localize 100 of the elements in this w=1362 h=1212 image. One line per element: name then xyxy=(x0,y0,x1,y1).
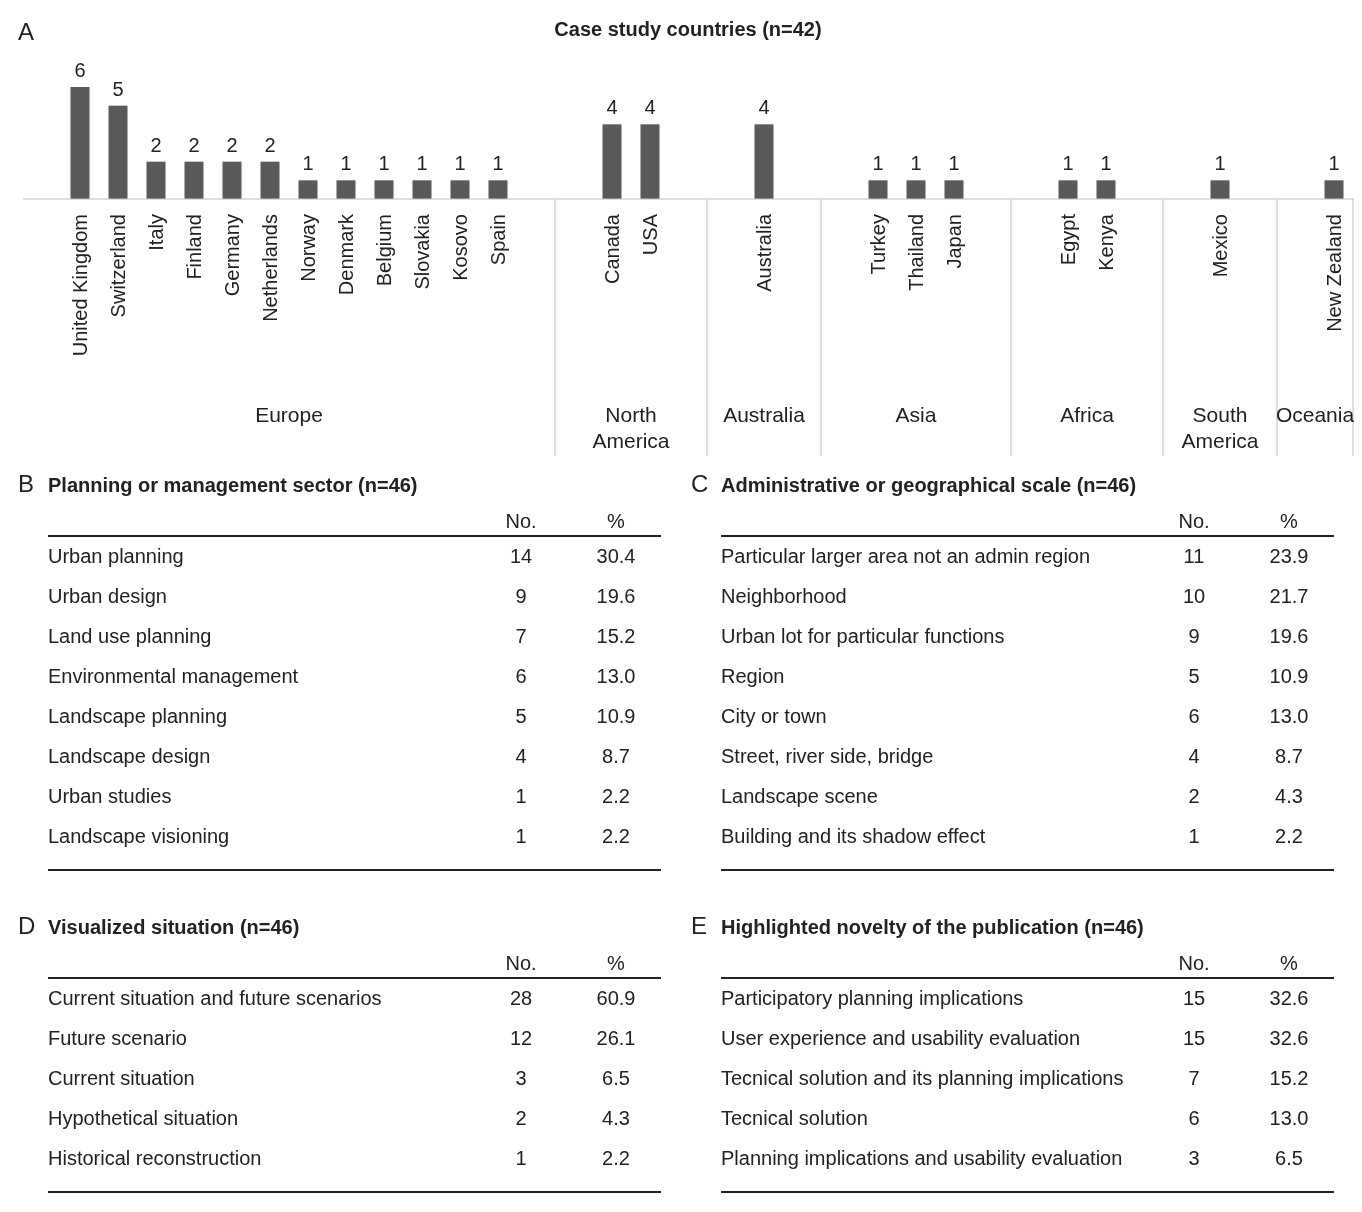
data-label: 5 xyxy=(112,77,124,100)
text: Asia xyxy=(895,403,937,426)
data-label: 12 xyxy=(509,1027,533,1049)
category-label: Landscape visioning xyxy=(48,825,230,847)
data-label: 2 xyxy=(188,133,200,156)
data-label: 6 xyxy=(74,59,86,81)
data-label: 1 xyxy=(1214,152,1226,175)
data-label: 1 xyxy=(340,152,352,175)
bar xyxy=(70,87,90,199)
bar xyxy=(602,124,622,199)
text: A xyxy=(18,18,35,45)
data-label: 10 xyxy=(1182,585,1206,607)
x-tick-label: Denmark xyxy=(335,213,357,296)
x-tick-label: Italy xyxy=(145,214,167,251)
data-label: 2 xyxy=(150,133,162,156)
category-label: Participatory planning implications xyxy=(721,987,1024,1009)
data-label: 2.2 xyxy=(602,825,630,847)
data-label: 15.2 xyxy=(596,625,636,647)
data-label: 14 xyxy=(509,545,533,567)
data-label: 5 xyxy=(1188,665,1200,687)
x-tick-label: Belgium xyxy=(373,214,395,287)
data-label: 2.2 xyxy=(1275,825,1303,847)
data-label: 15.2 xyxy=(1269,1067,1309,1089)
x-tick-label: Kosovo xyxy=(449,214,471,281)
text: North America xyxy=(592,403,670,452)
data-label: 1 xyxy=(515,785,527,807)
data-label: 26.1 xyxy=(596,1027,636,1049)
x-tick-label: Kenya xyxy=(1095,213,1117,271)
x-tick-label: Egypt xyxy=(1057,213,1079,266)
category-label: Hypothetical situation xyxy=(48,1107,239,1129)
bar xyxy=(1096,180,1116,199)
data-label: 2.2 xyxy=(602,785,630,807)
text: Administrative or geographical scale (n=46) xyxy=(721,474,1137,496)
bar xyxy=(108,105,128,199)
x-tick-label: United Kingdom xyxy=(69,214,91,357)
data-label: 10.9 xyxy=(1269,665,1309,687)
text: % xyxy=(607,510,626,532)
data-label: 2 xyxy=(226,133,238,156)
category-label: Landscape planning xyxy=(48,705,228,727)
chart-title: Case study countries (n=42) xyxy=(554,18,822,40)
data-label: 1 xyxy=(515,1147,527,1169)
bar xyxy=(488,180,508,199)
text: Australia xyxy=(723,403,806,426)
x-tick-label: Australia xyxy=(753,213,775,292)
data-label: 1 xyxy=(515,825,527,847)
data-label: 2 xyxy=(264,133,276,156)
data-label: 19.6 xyxy=(596,585,636,607)
data-label: 1 xyxy=(1062,152,1074,175)
bar xyxy=(336,180,356,199)
bar xyxy=(412,180,432,199)
data-label: 4.3 xyxy=(602,1107,630,1129)
category-label: Urban studies xyxy=(48,785,172,807)
bar xyxy=(222,161,242,199)
data-label: 2 xyxy=(1188,785,1200,807)
text: % xyxy=(607,952,626,974)
category-label: Current situation xyxy=(48,1067,195,1089)
data-label: 1 xyxy=(492,152,504,175)
data-label: 32.6 xyxy=(1269,1027,1309,1049)
category-label: Current situation and future scenarios xyxy=(48,987,382,1009)
bar xyxy=(374,180,394,199)
category-label: Building and its shadow effect xyxy=(721,825,986,847)
text: No. xyxy=(1178,952,1210,974)
data-label: 13.0 xyxy=(1269,705,1309,727)
data-label: 9 xyxy=(515,585,527,607)
data-label: 4 xyxy=(1188,745,1200,767)
bar xyxy=(1324,180,1344,199)
text: % xyxy=(1280,510,1299,532)
text: No. xyxy=(1178,510,1210,532)
text: C xyxy=(691,470,709,497)
text: Planning or management sector (n=46) xyxy=(48,474,418,496)
data-label: 6.5 xyxy=(602,1067,630,1089)
data-label: 23.9 xyxy=(1269,545,1309,567)
category-label: Tecnical solution and its planning implications xyxy=(721,1067,1124,1089)
data-label: 1 xyxy=(454,152,466,175)
data-label: 11 xyxy=(1183,545,1205,567)
text: D xyxy=(18,912,36,939)
text: Visualized situation (n=46) xyxy=(48,916,300,938)
data-label: 7 xyxy=(1188,1067,1200,1089)
data-label: 9 xyxy=(1188,625,1200,647)
text: E xyxy=(691,912,708,939)
data-label: 1 xyxy=(1100,152,1112,175)
category-label: Urban design xyxy=(48,585,167,607)
data-label: 1 xyxy=(1328,152,1340,175)
data-label: 5 xyxy=(515,705,527,727)
data-label: 13.0 xyxy=(596,665,636,687)
data-label: 6 xyxy=(1188,1107,1200,1129)
category-label: Historical reconstruction xyxy=(48,1147,262,1169)
data-label: 4.3 xyxy=(1275,785,1303,807)
data-label: 6.5 xyxy=(1275,1147,1303,1169)
data-label: 3 xyxy=(1188,1147,1200,1169)
bar xyxy=(1058,180,1078,199)
category-label: City or town xyxy=(721,705,827,727)
bar xyxy=(184,161,204,199)
category-label: Street, river side, bridge xyxy=(721,745,934,767)
data-label: 32.6 xyxy=(1269,987,1309,1009)
x-tick-label: Canada xyxy=(601,213,623,285)
x-tick-label: New Zealand xyxy=(1323,214,1345,332)
x-tick-label: Mexico xyxy=(1209,214,1231,278)
bar xyxy=(450,180,470,199)
data-label: 60.9 xyxy=(596,987,636,1009)
